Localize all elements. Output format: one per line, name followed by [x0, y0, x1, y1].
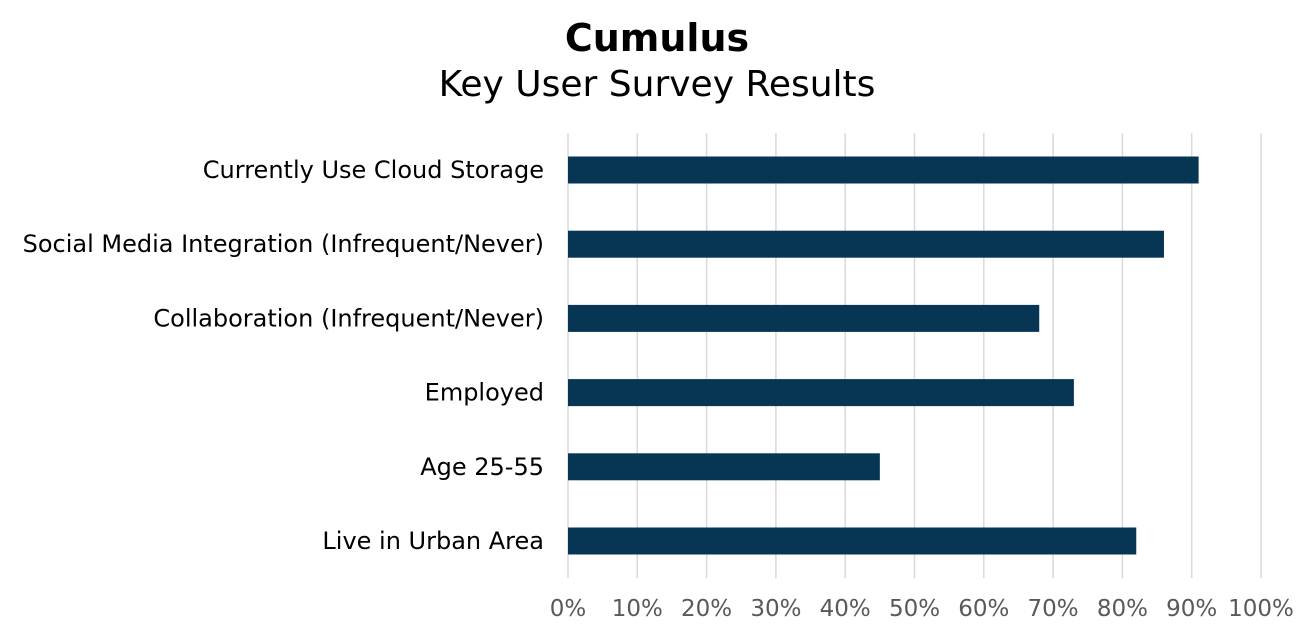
- category-label: Age 25-55: [420, 453, 544, 481]
- x-tick-label: 60%: [958, 596, 1009, 622]
- bar: [568, 230, 1164, 258]
- x-tick-label: 50%: [889, 596, 940, 622]
- x-tick-label: 90%: [1166, 596, 1217, 622]
- x-tick-label: 10%: [612, 596, 663, 622]
- bar: [568, 304, 1040, 332]
- x-tick-label: 40%: [820, 596, 871, 622]
- category-label: Collaboration (Infrequent/Never): [153, 304, 544, 332]
- bars: [568, 156, 1199, 555]
- bar: [568, 156, 1199, 184]
- bar: [568, 453, 880, 481]
- category-labels: Currently Use Cloud Storage Social Media …: [23, 156, 544, 555]
- x-tick-label: 30%: [750, 596, 801, 622]
- category-label: Currently Use Cloud Storage: [203, 156, 544, 184]
- x-tick-label: 70%: [1028, 596, 1079, 622]
- bar: [568, 379, 1074, 407]
- chart-title: Cumulus: [564, 16, 750, 60]
- category-label: Employed: [425, 379, 544, 407]
- gridlines: [567, 133, 1262, 578]
- category-label: Live in Urban Area: [322, 527, 544, 555]
- x-tick-label: 80%: [1097, 596, 1148, 622]
- x-tick-label: 100%: [1228, 596, 1294, 622]
- x-tick-label: 0%: [550, 596, 587, 622]
- x-tick-label: 20%: [681, 596, 732, 622]
- x-axis-tick-labels: 0% 10% 20% 30% 40% 50% 60% 70% 80% 90% 100%: [550, 596, 1294, 622]
- category-label: Social Media Integration (Infrequent/Nev…: [23, 230, 544, 258]
- bar: [568, 527, 1137, 555]
- chart-subtitle: Key User Survey Results: [438, 64, 876, 105]
